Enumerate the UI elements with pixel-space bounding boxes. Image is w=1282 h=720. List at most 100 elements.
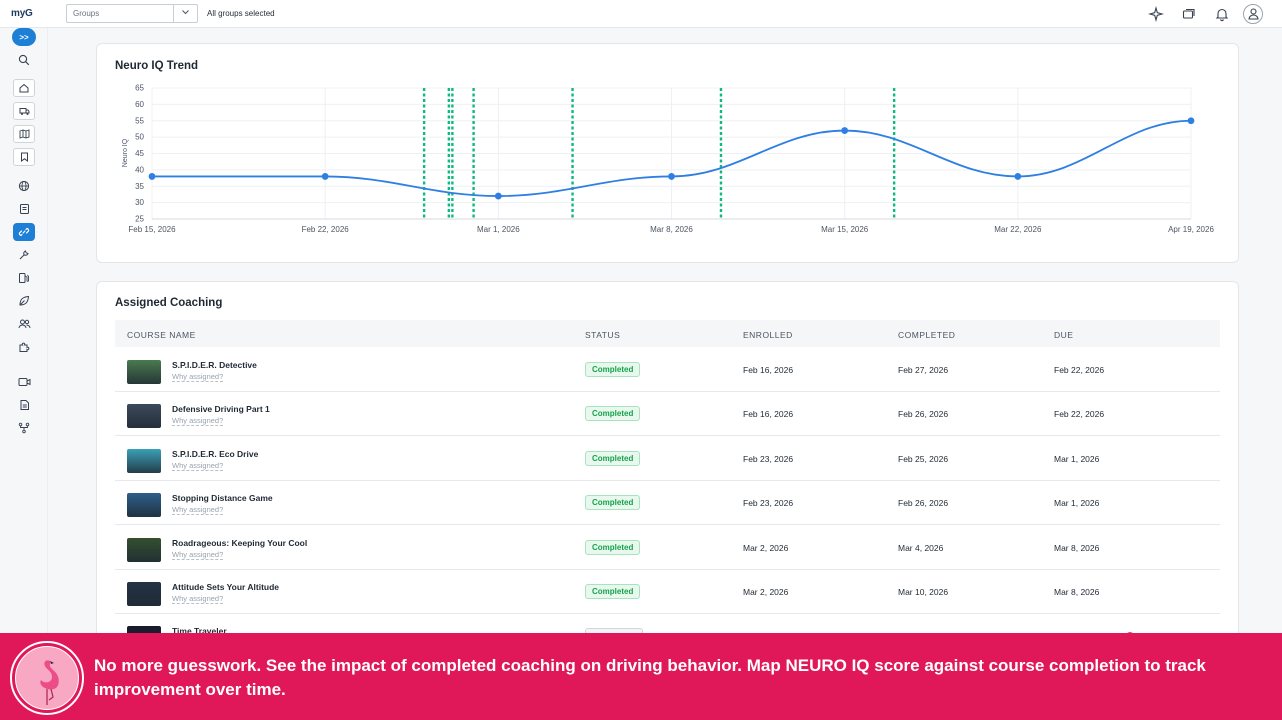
course-thumbnail[interactable]	[127, 360, 161, 384]
status-badge: Completed	[585, 450, 641, 466]
home-icon	[19, 83, 29, 93]
status-badge: Completed	[585, 495, 641, 511]
course-name[interactable]: Roadrageous: Keeping Your Cool	[172, 537, 308, 548]
course-thumbnail[interactable]	[127, 582, 161, 606]
sidebar-item-home[interactable]	[13, 79, 35, 97]
sidebar-item-search[interactable]	[13, 51, 35, 69]
status-badge: Completed	[585, 539, 641, 555]
course-name[interactable]: Stopping Distance Game	[172, 493, 273, 504]
completed-date: Feb 26, 2026	[898, 498, 949, 509]
column-header-status[interactable]: STATUS	[585, 330, 621, 340]
sidebar-item-sustainability[interactable]	[13, 292, 35, 310]
course-name[interactable]: S.P.I.D.E.R. Detective	[172, 360, 257, 370]
course-name[interactable]: S.P.I.D.E.R. Eco Drive	[172, 448, 259, 459]
table-row[interactable]: Defensive Driving Part 1 Why assigned? Com…	[115, 392, 1220, 437]
course-name[interactable]: Defensive Driving Part 1	[172, 404, 270, 415]
completed-date: Feb 25, 2026	[898, 453, 949, 464]
y-tick-label: 55	[135, 116, 144, 125]
why-assigned-link[interactable]: Why assigned?	[172, 416, 224, 427]
neuro-iq-chart: 25 30 35 40 45 50 55 60 65 Feb 15, 2026 Feb 22, 20…	[122, 84, 1214, 235]
column-header-enrolled[interactable]: ENROLLED	[743, 330, 793, 340]
sidebar-expand-button[interactable]: >>	[12, 28, 36, 46]
search-icon	[18, 54, 30, 66]
why-assigned-link[interactable]: Why assigned?	[172, 505, 224, 516]
sidebar-item-integrations[interactable]	[13, 338, 35, 356]
x-tick-label: Mar 15, 2026	[821, 225, 869, 234]
due-date: Mar 1, 2026	[1054, 453, 1100, 464]
data-point	[321, 173, 329, 180]
sidebar-item-map[interactable]	[13, 125, 35, 143]
truck-icon	[19, 108, 29, 115]
y-tick-label: 30	[135, 198, 144, 207]
hierarchy-icon	[18, 422, 30, 434]
status-badge: Completed	[585, 584, 641, 599]
course-name[interactable]: Attitude Sets Your Altitude	[172, 582, 280, 592]
x-tick-label: Mar 22, 2026	[994, 225, 1042, 234]
data-point	[148, 173, 156, 180]
sidebar-item-reports[interactable]	[13, 396, 35, 414]
sparkle-icon[interactable]	[1147, 5, 1165, 23]
neuro-iq-points	[148, 117, 1195, 200]
column-header-course-name[interactable]: COURSE NAME	[127, 330, 196, 340]
trend-title: Neuro IQ Trend	[115, 60, 199, 72]
app-logo[interactable]: myG	[11, 8, 33, 19]
data-point	[668, 173, 675, 180]
table-row[interactable]: Stopping Distance Game Why assigned? Compl…	[115, 481, 1220, 526]
due-date: Mar 8, 2026	[1054, 587, 1100, 597]
user-avatar[interactable]	[1243, 4, 1263, 24]
sidebar-item-people[interactable]	[13, 315, 35, 333]
chart-axes: 25 30 35 40 45 50 55 60 65 Feb 15, 2026 Feb 22, 20…	[128, 84, 1214, 235]
users-icon	[18, 319, 30, 329]
sidebar-item-fuel[interactable]	[13, 269, 35, 287]
sidebar-item-vehicles[interactable]	[13, 102, 35, 120]
sidebar-item-logbook[interactable]	[13, 200, 35, 218]
why-assigned-link[interactable]: Why assigned?	[172, 460, 224, 471]
x-tick-label: Apr 19, 2026	[1168, 225, 1214, 234]
column-header-due[interactable]: DUE	[1054, 330, 1074, 340]
status-badge: Completed	[585, 362, 641, 377]
table-row[interactable]: S.P.I.D.E.R. Eco Drive Why assigned? Compl…	[115, 437, 1220, 481]
column-header-completed[interactable]: COMPLETED	[898, 330, 956, 340]
sidebar-item-coaching[interactable]	[13, 223, 35, 241]
why-assigned-link[interactable]: Why assigned?	[172, 549, 224, 560]
y-tick-label: 65	[135, 84, 144, 93]
coaching-title: Assigned Coaching	[115, 297, 223, 309]
chevron-down-icon[interactable]	[173, 5, 197, 22]
table-row[interactable]: Roadrageous: Keeping Your Cool Why assign…	[115, 526, 1220, 570]
table-row[interactable]: Attitude Sets Your Altitude Why assigned?…	[115, 570, 1220, 614]
y-tick-label: 25	[135, 215, 144, 224]
enrolled-date: Feb 16, 2026	[743, 409, 794, 420]
sidebar-item-video[interactable]	[13, 373, 35, 391]
course-thumbnail[interactable]	[127, 493, 161, 518]
x-tick-label: Mar 1, 2026	[477, 225, 520, 234]
y-tick-label: 50	[135, 133, 144, 142]
enrolled-date: Mar 2, 2026	[743, 587, 789, 597]
course-thumbnail[interactable]	[127, 404, 161, 429]
bell-icon[interactable]	[1214, 6, 1230, 22]
table-row[interactable]: S.P.I.D.E.R. Detective Why assigned? Compl…	[115, 348, 1220, 392]
course-thumbnail[interactable]	[127, 537, 161, 562]
course-thumbnail[interactable]	[127, 448, 161, 473]
why-assigned-link[interactable]: Why assigned?	[172, 372, 224, 382]
y-tick-label: 40	[135, 165, 144, 174]
groups-selection-status: All groups selected	[207, 9, 275, 18]
document-icon	[20, 400, 29, 410]
sidebar-item-saved[interactable]	[13, 148, 35, 166]
due-date: Feb 22, 2026	[1054, 409, 1105, 420]
link-icon	[18, 227, 30, 237]
course-name[interactable]: Time Traveler	[172, 626, 227, 637]
x-tick-label: Feb 22, 2026	[302, 225, 350, 234]
sidebar-item-global[interactable]	[13, 177, 35, 195]
status-badge: Completed	[585, 406, 641, 422]
cards-icon[interactable]	[1181, 6, 1197, 22]
groups-select[interactable]: Groups	[66, 4, 198, 23]
puzzle-icon	[19, 342, 30, 352]
completed-date: Mar 10, 2026	[898, 587, 949, 597]
y-axis-label: Neuro IQ	[122, 138, 129, 167]
leaf-icon	[19, 295, 30, 306]
sidebar-item-maintenance[interactable]	[13, 246, 35, 264]
why-assigned-link[interactable]: Why assigned?	[172, 594, 224, 604]
coaching-table-header: COURSE NAME STATUS ENROLLED COMPLETED DU…	[115, 320, 1220, 347]
groups-select-placeholder: Groups	[73, 9, 100, 18]
sidebar-item-hierarchy[interactable]	[13, 419, 35, 437]
